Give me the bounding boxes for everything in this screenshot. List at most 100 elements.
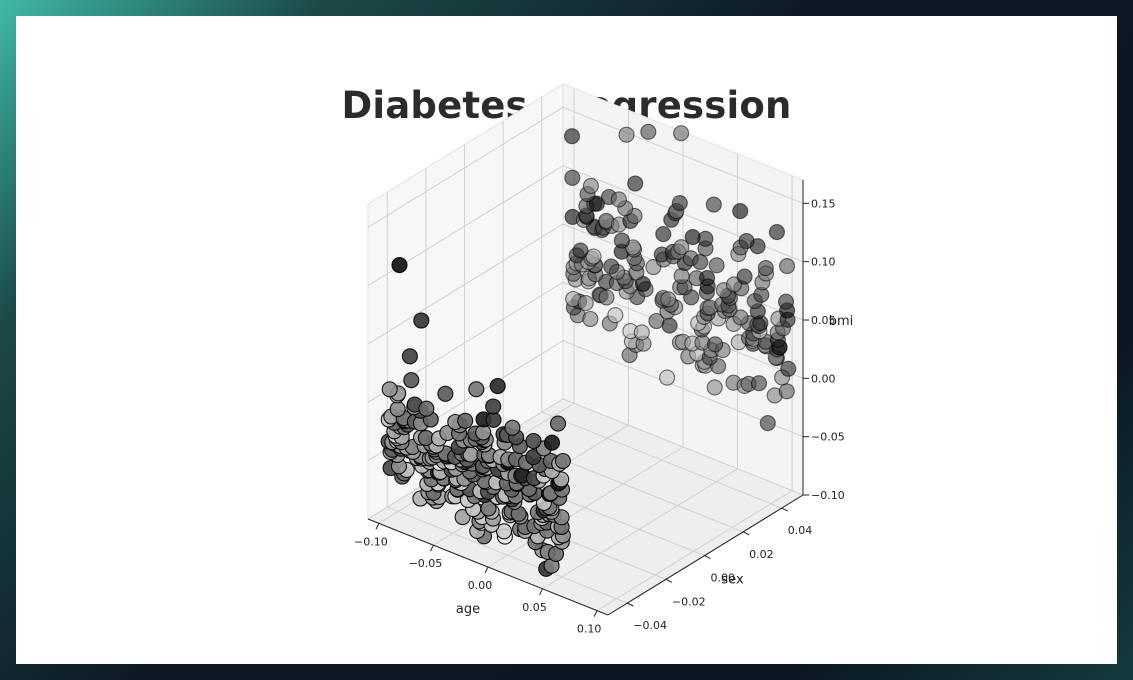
y-tick-mark	[665, 578, 673, 583]
y-tick-label: 0.02	[749, 548, 774, 561]
scatter-point	[673, 239, 690, 256]
scatter-point	[757, 260, 774, 277]
scatter-point	[588, 195, 605, 212]
scatter-point	[454, 509, 471, 526]
scatter-point	[738, 232, 755, 250]
grid-line	[562, 398, 804, 496]
scatter-point	[779, 258, 796, 275]
grid-line	[387, 506, 628, 604]
scatter-point	[610, 191, 627, 208]
x-axis-label: age	[456, 602, 480, 617]
scatter-point	[525, 449, 542, 466]
scatter-point	[577, 295, 594, 312]
grid-line	[562, 106, 804, 204]
grid-line	[487, 446, 684, 568]
x-tick-label: −0.10	[354, 535, 388, 548]
scatter-point	[549, 415, 567, 432]
x-tick-mark	[430, 544, 434, 552]
scatter-point	[457, 412, 474, 429]
scatter-point	[777, 293, 795, 310]
scatter-point	[778, 383, 795, 400]
z-tick-label: 0.05	[811, 314, 836, 327]
scatter-3d-chart: −0.10 −0.05 0.00 0.05 0.10 −0.04 −0.02 0.00 0.02…	[354, 83, 854, 636]
y-tick-mark	[704, 555, 711, 560]
y-axis-label: sex	[721, 573, 744, 588]
scatter-point	[692, 253, 709, 271]
scatter-point	[495, 523, 513, 540]
scatter-point	[659, 369, 676, 386]
scatter-point	[381, 381, 398, 398]
x-tick-mark	[593, 610, 598, 617]
grid-line	[367, 281, 564, 403]
z-tick-label: 0.15	[811, 197, 836, 210]
y-tick-label: 0.04	[788, 524, 813, 537]
x-tick-mark	[375, 523, 380, 530]
scatter-point	[418, 400, 435, 417]
scatter-point	[525, 432, 542, 450]
scatter-point	[468, 381, 485, 398]
scatter-point	[485, 411, 502, 428]
scatter-point	[697, 230, 714, 247]
scatter-point	[585, 248, 602, 265]
scatter-point	[661, 317, 678, 334]
scatter-point	[485, 398, 502, 415]
scatter-point	[706, 379, 723, 396]
y-tick-mark	[627, 602, 634, 607]
scatter-point	[603, 258, 620, 275]
scatter-point	[437, 385, 454, 402]
scatter-point	[655, 226, 672, 243]
scatter-point	[736, 268, 753, 285]
y-tick-label: −0.02	[672, 595, 706, 608]
scatter-point	[572, 242, 589, 259]
scatter-point	[708, 257, 725, 274]
scatter-point	[633, 324, 650, 341]
slide: Diabetes progression −0.10 −0.05 0.00 0.05 0…	[16, 16, 1117, 664]
scatter-point	[489, 378, 506, 395]
x-tick-label: 0.05	[522, 601, 547, 614]
y-tick-label: 0.00	[711, 572, 736, 585]
scatter-point	[732, 203, 749, 220]
scatter-point	[403, 372, 420, 389]
y-tick-mark	[781, 507, 788, 512]
scatter-point	[504, 419, 521, 436]
x-tick-label: −0.05	[409, 557, 443, 570]
scatter-point	[613, 232, 630, 249]
scatter-point	[564, 169, 581, 186]
scatter-point	[627, 175, 644, 192]
scatter-point	[563, 128, 581, 145]
x-tick-mark	[539, 588, 543, 596]
z-tick-label: −0.05	[811, 431, 845, 444]
z-tick-label: 0.00	[811, 372, 836, 385]
scatter-point	[554, 452, 571, 470]
grid-line	[367, 106, 564, 228]
scatter-point	[582, 310, 599, 328]
scatter-point	[413, 312, 430, 329]
z-axis-label: bmi	[829, 314, 854, 329]
scatter-point	[732, 309, 749, 326]
scatter-point	[705, 196, 722, 213]
scatter-point	[780, 360, 797, 377]
scatter-point	[759, 415, 776, 432]
z-tick-label: 0.10	[811, 256, 836, 269]
scatter-point	[768, 224, 785, 241]
z-tick-label: −0.10	[811, 489, 845, 502]
scatter-point	[582, 177, 599, 194]
x-tick-mark	[484, 566, 489, 574]
grid-line	[541, 411, 782, 509]
y-tick-label: −0.04	[633, 619, 667, 632]
x-tick-label: 0.10	[577, 623, 602, 636]
scatter-point	[401, 348, 418, 365]
scatter-point	[750, 375, 768, 392]
scatter-point	[707, 336, 724, 353]
grid-line	[542, 468, 738, 590]
scatter-point	[543, 434, 561, 451]
scatter-point	[671, 195, 688, 212]
scatter-point	[699, 269, 716, 287]
scatter-point	[391, 257, 408, 274]
scatter-point	[618, 126, 635, 143]
scatter-point	[640, 123, 657, 140]
scatter-point	[673, 125, 690, 142]
scatter-point	[607, 307, 624, 324]
grid-line	[367, 223, 564, 345]
x-tick-label: 0.00	[468, 579, 493, 592]
